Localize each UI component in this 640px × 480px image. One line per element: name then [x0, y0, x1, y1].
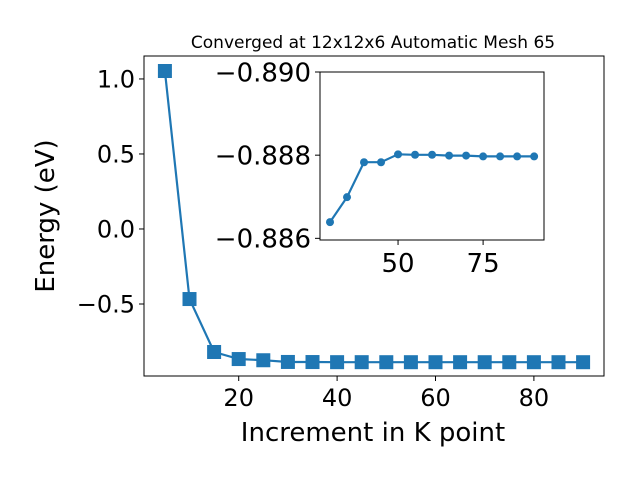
y-tick-label: 0.0	[97, 216, 135, 244]
data-point	[479, 152, 488, 161]
y-axis-label: Energy (eV)	[31, 139, 61, 292]
x-axis-label: Increment in K point	[241, 418, 505, 448]
y-tick-label: 0.5	[97, 141, 135, 169]
data-point	[343, 193, 352, 202]
y-tick-label: −0.890	[215, 58, 311, 88]
data-point	[403, 355, 418, 370]
data-point	[231, 352, 246, 367]
data-point	[502, 355, 517, 370]
data-point	[513, 152, 522, 161]
data-point	[576, 355, 591, 370]
data-point	[280, 354, 295, 369]
data-point	[411, 150, 420, 159]
data-point	[207, 344, 222, 359]
data-point	[530, 152, 539, 161]
data-point	[551, 355, 566, 370]
data-point	[256, 353, 271, 368]
data-point	[462, 151, 471, 160]
data-point	[428, 355, 443, 370]
data-point	[326, 218, 335, 227]
y-tick-label: 1.0	[97, 66, 135, 94]
data-point	[360, 158, 369, 167]
x-tick-label: 80	[519, 384, 550, 412]
data-point	[453, 355, 468, 370]
axes-frame	[319, 71, 545, 241]
x-tick-label: 75	[467, 249, 500, 279]
data-point	[394, 150, 403, 159]
x-tick-label: 50	[381, 249, 414, 279]
data-point	[157, 64, 172, 79]
data-point	[445, 151, 454, 160]
x-tick-label: 60	[420, 384, 451, 412]
y-tick-label: −0.888	[215, 142, 311, 172]
data-point	[428, 150, 437, 159]
axes-frame	[143, 55, 605, 377]
data-point	[496, 152, 505, 161]
main-plot: 20 40 60 80 1.0 0.5 0.0 −0.5	[77, 55, 605, 412]
data-point	[377, 158, 386, 167]
data-point	[379, 355, 394, 370]
data-point	[330, 355, 345, 370]
inset-plot: 50 75 −0.890 −0.888 −0.886	[215, 58, 545, 279]
data-point	[182, 292, 197, 307]
x-tick-label: 40	[322, 384, 353, 412]
data-point	[477, 355, 492, 370]
y-tick-label: −0.5	[77, 291, 135, 319]
y-tick-label: −0.886	[215, 225, 311, 255]
data-point	[305, 355, 320, 370]
x-tick-label: 20	[223, 384, 254, 412]
data-point	[354, 355, 369, 370]
data-point	[526, 355, 541, 370]
chart-title: Converged at 12x12x6 Automatic Mesh 65	[191, 33, 555, 53]
